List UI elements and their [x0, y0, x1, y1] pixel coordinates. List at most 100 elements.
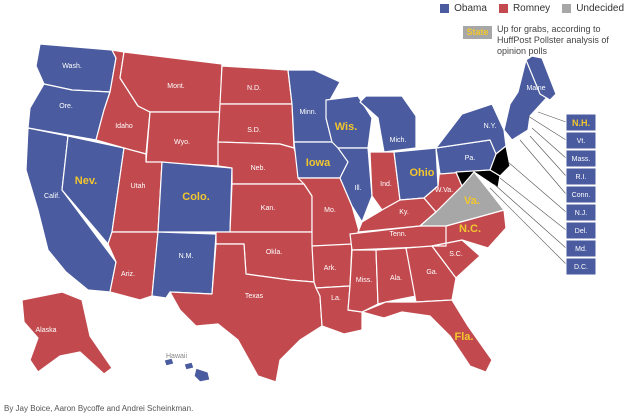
- label-wa: Wash.: [62, 63, 82, 70]
- box-md[interactable]: [565, 239, 597, 258]
- leader-md: [493, 183, 567, 249]
- legend-label-undecided: Undecided: [576, 3, 624, 14]
- leader-dc: [489, 187, 567, 265]
- state-me[interactable]: [525, 55, 557, 101]
- credit-line: By Jay Boice, Aaron Bycoffe and Andrei S…: [4, 404, 194, 413]
- label-sd: S.D.: [247, 127, 261, 134]
- leader-ri: [529, 135, 567, 177]
- label-id: Idaho: [115, 123, 133, 130]
- label-wi: Wis.: [335, 121, 358, 133]
- label-ga: Ga.: [426, 269, 437, 276]
- label-mn: Minn.: [299, 109, 316, 116]
- leader-nh: [537, 111, 567, 123]
- label-al: Ala.: [390, 275, 402, 282]
- state-nm[interactable]: [151, 231, 217, 299]
- label-nm: N.M.: [179, 253, 194, 260]
- label-wy: Wyo.: [174, 139, 190, 146]
- legend: Obama Romney Undecided: [440, 3, 624, 14]
- state-hi-2[interactable]: [183, 361, 195, 371]
- box-ma[interactable]: [565, 149, 597, 168]
- box-label-ma: Mass.: [572, 156, 591, 163]
- box-dc[interactable]: [565, 257, 597, 276]
- box-label-md: Md.: [575, 246, 587, 253]
- state-sd[interactable]: [217, 103, 295, 149]
- label-fl: Fla.: [455, 331, 474, 343]
- leader-ct: [519, 139, 567, 195]
- label-co: Colo.: [182, 191, 210, 203]
- label-or: Ore.: [59, 103, 73, 110]
- box-label-ct: Conn.: [572, 192, 591, 199]
- legend-item-romney: Romney: [498, 3, 551, 14]
- label-pa: Pa.: [465, 155, 476, 162]
- leader-nj: [507, 161, 567, 213]
- leader-de: [499, 177, 567, 231]
- state-md-de[interactable]: [455, 169, 501, 189]
- obama-swatch: [440, 4, 450, 13]
- label-mt: Mont.: [167, 83, 185, 90]
- label-mi: Mich.: [390, 137, 407, 144]
- state-nc[interactable]: [431, 209, 507, 249]
- label-ky: Ky.: [399, 209, 409, 216]
- label-ks: Kan.: [261, 205, 275, 212]
- state-ak[interactable]: [21, 291, 113, 375]
- label-hi: Hawaii: [166, 353, 187, 360]
- label-la: La.: [331, 295, 341, 302]
- northeast-callouts: N.H. Vt. Mass. R.I. Conn. N.J. Del. Md. …: [489, 111, 597, 276]
- label-oh: Ohio: [409, 167, 434, 179]
- box-ri[interactable]: [565, 167, 597, 186]
- state-mi[interactable]: [359, 95, 417, 153]
- label-va: Va.: [464, 195, 480, 207]
- leader-ma: [531, 127, 567, 159]
- state-ny[interactable]: [435, 103, 507, 155]
- label-nd: N.D.: [247, 85, 261, 92]
- label-mo: Mo.: [324, 207, 336, 214]
- label-in: Ind.: [380, 181, 392, 188]
- label-az: Ariz.: [121, 271, 135, 278]
- legend-item-undecided: Undecided: [562, 3, 624, 14]
- box-label-ri: R.I.: [576, 174, 587, 181]
- state-az[interactable]: [107, 231, 159, 301]
- label-tn: Tenn.: [389, 231, 406, 238]
- state-al[interactable]: [375, 247, 417, 305]
- box-label-dc: D.C.: [574, 264, 588, 271]
- state-hi-3[interactable]: [193, 367, 211, 383]
- label-me: Maine: [526, 85, 545, 92]
- label-ak: Alaska: [35, 327, 56, 334]
- label-tx: Texas: [245, 293, 264, 300]
- label-ne: Neb.: [251, 165, 266, 172]
- box-label-vt: Vt.: [577, 138, 586, 145]
- tossup-key-tag: State: [463, 26, 492, 39]
- undecided-swatch: [562, 4, 572, 13]
- romney-swatch: [498, 4, 508, 13]
- box-nh[interactable]: [565, 113, 597, 132]
- box-label-nh: N.H.: [572, 118, 590, 128]
- label-ny: N.Y.: [484, 123, 497, 130]
- box-vt[interactable]: [565, 131, 597, 150]
- label-ar: Ark.: [324, 265, 337, 272]
- tossup-key-note: Up for grabs, according to HuffPost Poll…: [497, 24, 609, 56]
- label-nv: Nev.: [75, 175, 97, 187]
- legend-label-obama: Obama: [454, 3, 487, 14]
- box-de[interactable]: [565, 221, 597, 240]
- legend-item-obama: Obama: [440, 3, 487, 14]
- box-label-nj: N.J.: [575, 210, 588, 217]
- label-nc: N.C.: [459, 223, 481, 235]
- state-hi-1[interactable]: [163, 357, 175, 367]
- state-tx[interactable]: [169, 243, 323, 383]
- state-fl[interactable]: [361, 299, 493, 373]
- state-il[interactable]: [337, 147, 373, 223]
- leader-vt: [527, 115, 567, 141]
- state-ga[interactable]: [405, 245, 457, 303]
- label-sc: S.C.: [449, 251, 463, 258]
- box-nj[interactable]: [565, 203, 597, 222]
- label-ut: Utah: [131, 183, 146, 190]
- label-ia: Iowa: [306, 157, 331, 169]
- state-nj[interactable]: [489, 145, 511, 177]
- label-ms: Miss.: [356, 277, 372, 284]
- box-ct[interactable]: [565, 185, 597, 204]
- legend-label-romney: Romney: [512, 3, 551, 14]
- box-label-de: Del.: [575, 228, 588, 235]
- label-wv: W.Va.: [435, 187, 453, 194]
- label-ca: Calif.: [44, 193, 60, 200]
